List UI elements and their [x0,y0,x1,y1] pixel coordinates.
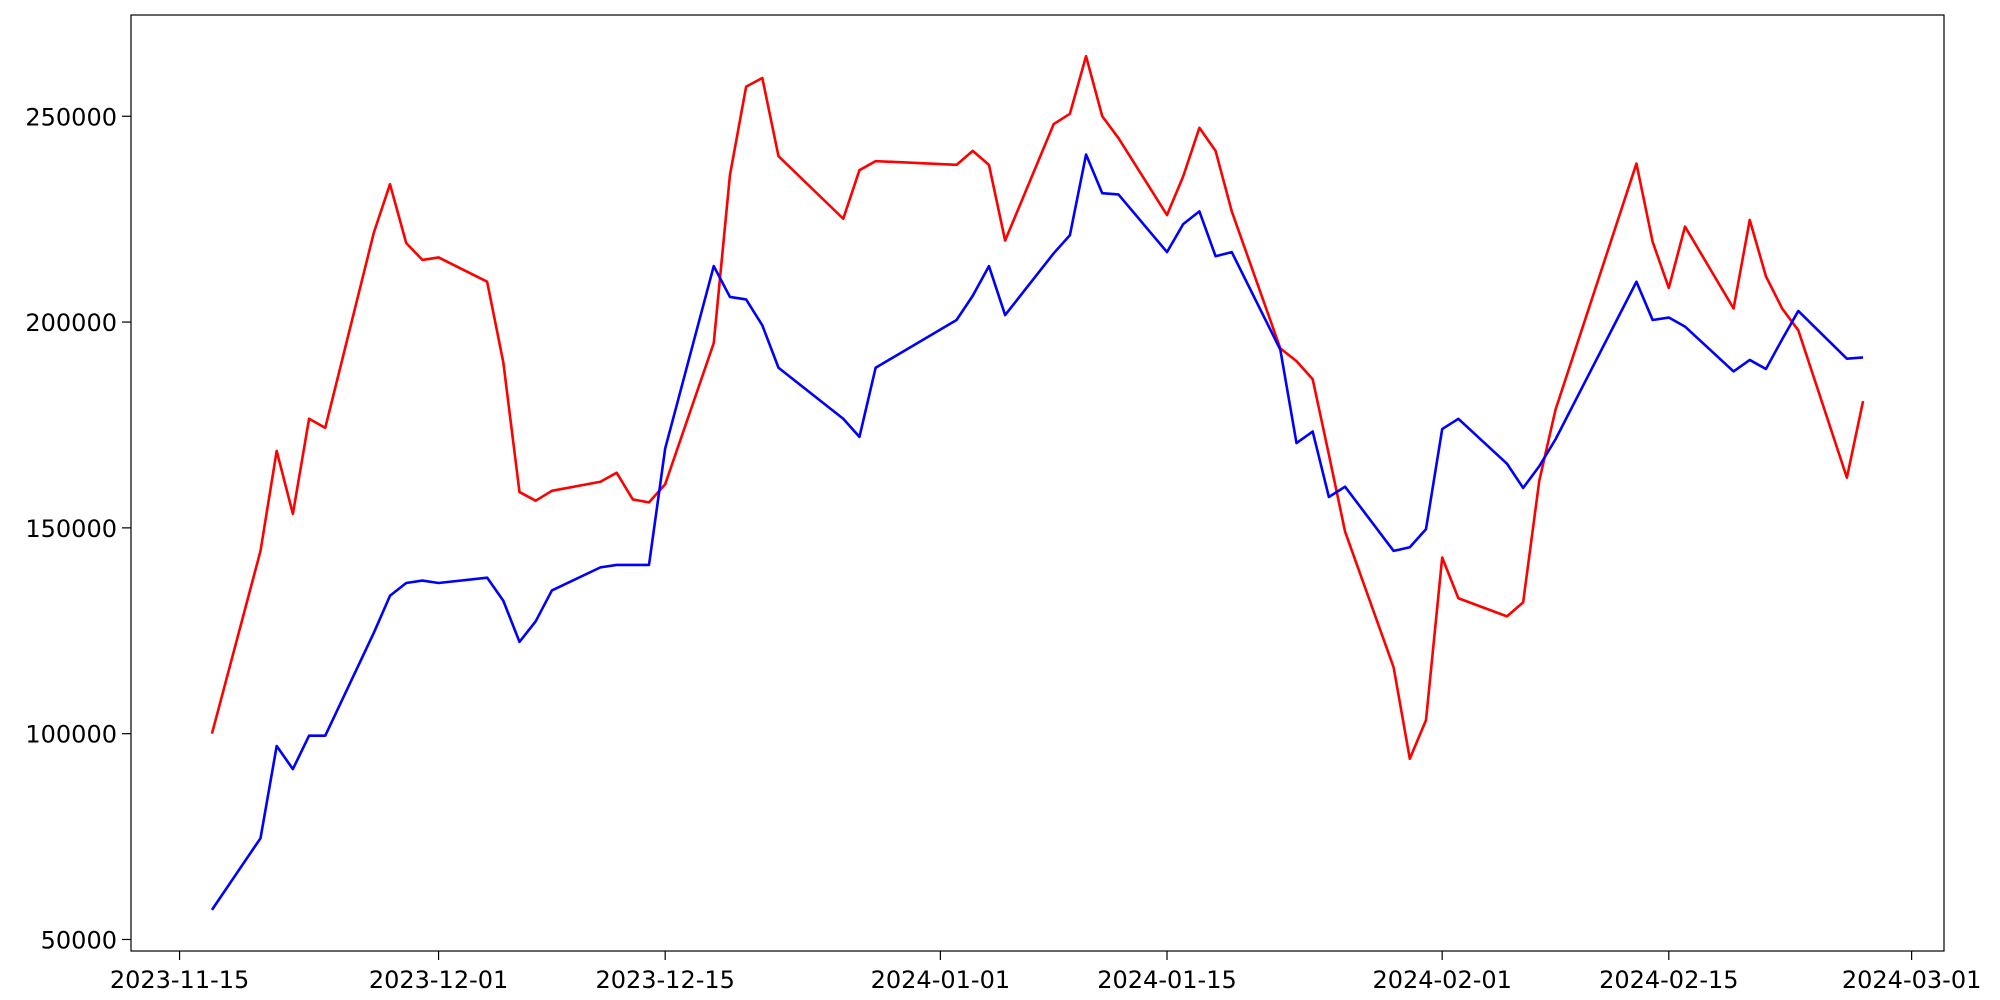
x-tick-label: 2023-12-01 [369,966,508,994]
x-tick-label: 2023-12-15 [595,966,734,994]
x-tick-label: 2024-01-01 [871,966,1010,994]
line-series [210,153,1864,911]
x-tick-label: 2024-02-15 [1599,966,1738,994]
y-tick-label: 50000 [41,926,117,954]
y-tick-label: 100000 [25,721,117,749]
x-tick-label: 2023-11-15 [110,966,249,994]
x-tick-label: 2024-02-01 [1372,966,1511,994]
y-tick-label: 250000 [25,103,117,131]
line-series [210,54,1865,761]
plot-frame [130,14,1945,952]
y-tick-label: 200000 [25,309,117,337]
x-tick-label: 2024-03-01 [1842,966,1981,994]
y-tick-label: 150000 [25,515,117,543]
x-tick-label: 2024-01-15 [1097,966,1236,994]
